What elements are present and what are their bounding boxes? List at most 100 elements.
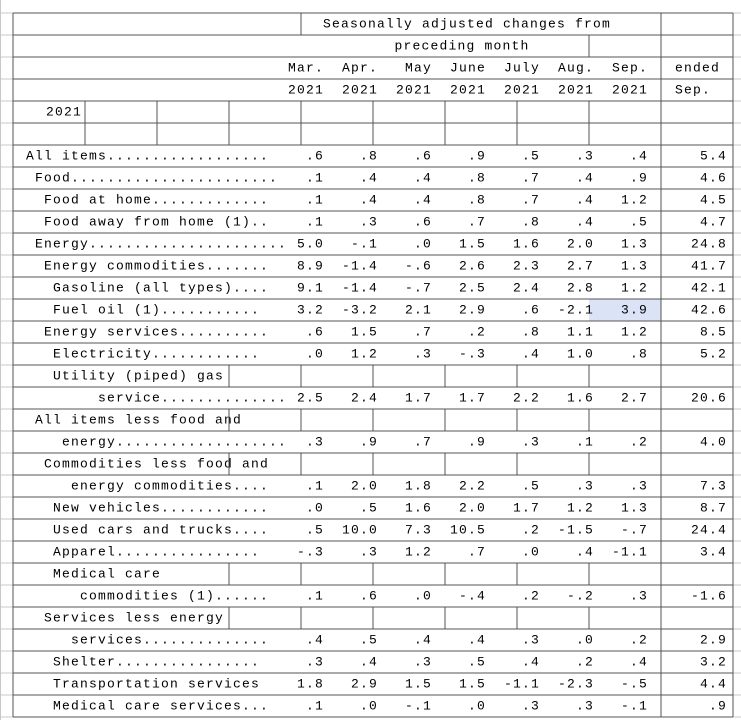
cell-value: 1.2 [567,500,594,515]
column-header: May [405,60,432,75]
cell-value: .6 [414,148,432,163]
cell-value: -.1 [351,236,378,251]
cell-value: .2 [630,434,648,449]
cell-value: .5 [522,478,540,493]
cell-value: .0 [522,544,540,559]
cell-value: .3 [306,654,324,669]
cell-value: .3 [522,632,540,647]
cell-value: -3.2 [342,302,378,317]
cell-value: 2.1 [405,302,432,317]
cell-value: 8.7 [700,500,727,515]
cell-value: -1.1 [504,676,540,691]
cell-value: -.1 [405,698,432,713]
row-label: All items.................. [26,148,269,163]
cell-value: 2.5 [297,390,324,405]
column-header: Aug. [558,60,594,75]
cell-value: .0 [576,632,594,647]
cell-value: .9 [360,434,378,449]
cell-value: .3 [522,698,540,713]
cell-value: .0 [306,346,324,361]
cell-value: 8.9 [297,258,324,273]
cell-value: 10.5 [450,522,486,537]
row-label: Transportation services [53,676,260,691]
selected-cell [589,299,661,321]
row-label: Food away from home (1).. [44,214,269,229]
column-header: 2021 [504,82,540,97]
row-label: All items less food and [35,412,242,427]
cell-value: .1 [306,478,324,493]
cell-value: .4 [576,214,594,229]
cell-value: 1.3 [621,258,648,273]
cell-value: 1.5 [459,236,486,251]
cell-value: .4 [576,192,594,207]
cell-value: .6 [522,302,540,317]
cell-value: .7 [414,434,432,449]
cell-value: 5.0 [297,236,324,251]
cell-value: 2.6 [459,258,486,273]
cell-value: 3.9 [621,302,648,317]
row-label: services.............. [71,632,269,647]
cell-value: .4 [414,170,432,185]
cell-value: .0 [468,698,486,713]
cell-value: .3 [360,544,378,559]
cell-value: 1.2 [351,346,378,361]
cell-value: .3 [576,148,594,163]
cell-value: .4 [630,654,648,669]
row-label: Energy commodities....... [44,258,269,273]
row-label: Gasoline (all types).... [53,280,269,295]
cell-value: -.3 [297,544,324,559]
cell-value: .4 [468,632,486,647]
cell-value: 2.2 [513,390,540,405]
cell-value: 20.6 [691,390,727,405]
cell-value: .3 [522,434,540,449]
cell-value: 5.4 [700,148,727,163]
cell-value: .3 [576,698,594,713]
cell-value: .7 [468,214,486,229]
column-header: Sep. [612,60,648,75]
cell-value: 1.7 [405,390,432,405]
cell-value: .2 [522,588,540,603]
cell-value: -1.6 [691,588,727,603]
cell-value: .8 [468,170,486,185]
cell-value: 2.9 [351,676,378,691]
year-label: 2021 [46,104,82,119]
cell-value: .8 [522,214,540,229]
cell-value: .0 [306,500,324,515]
column-header: 2021 [450,82,486,97]
cell-value: .5 [468,654,486,669]
cell-value: 1.5 [405,676,432,691]
cell-value: .4 [522,346,540,361]
cell-value: .0 [414,236,432,251]
row-label: Services less energy [44,610,224,625]
cell-value: .4 [360,654,378,669]
cell-value: 5.2 [700,346,727,361]
cell-value: 4.4 [700,676,727,691]
cell-value: -1.4 [342,258,378,273]
cell-value: .5 [360,500,378,515]
cell-value: .4 [522,654,540,669]
cell-value: 1.6 [513,236,540,251]
row-label: Food at home............. [44,192,269,207]
cell-value: .0 [360,698,378,713]
cell-value: .2 [468,324,486,339]
cell-value: 1.2 [621,324,648,339]
cell-value: 4.6 [700,170,727,185]
cell-value: 1.2 [405,544,432,559]
cell-value: .6 [360,588,378,603]
cell-value: .4 [414,632,432,647]
cell-value: .5 [306,522,324,537]
cell-value: .3 [414,346,432,361]
column-header: June [450,60,486,75]
column-header: ended [675,60,720,75]
cell-value: -2.3 [558,676,594,691]
cell-value: 2.7 [567,258,594,273]
header-title: preceding month [394,38,529,53]
cell-value: 1.7 [459,390,486,405]
row-label: Used cars and trucks.... [53,522,269,537]
cell-value: -.2 [567,588,594,603]
cell-value: .7 [522,170,540,185]
cell-value: .9 [468,148,486,163]
cell-value: .3 [576,478,594,493]
